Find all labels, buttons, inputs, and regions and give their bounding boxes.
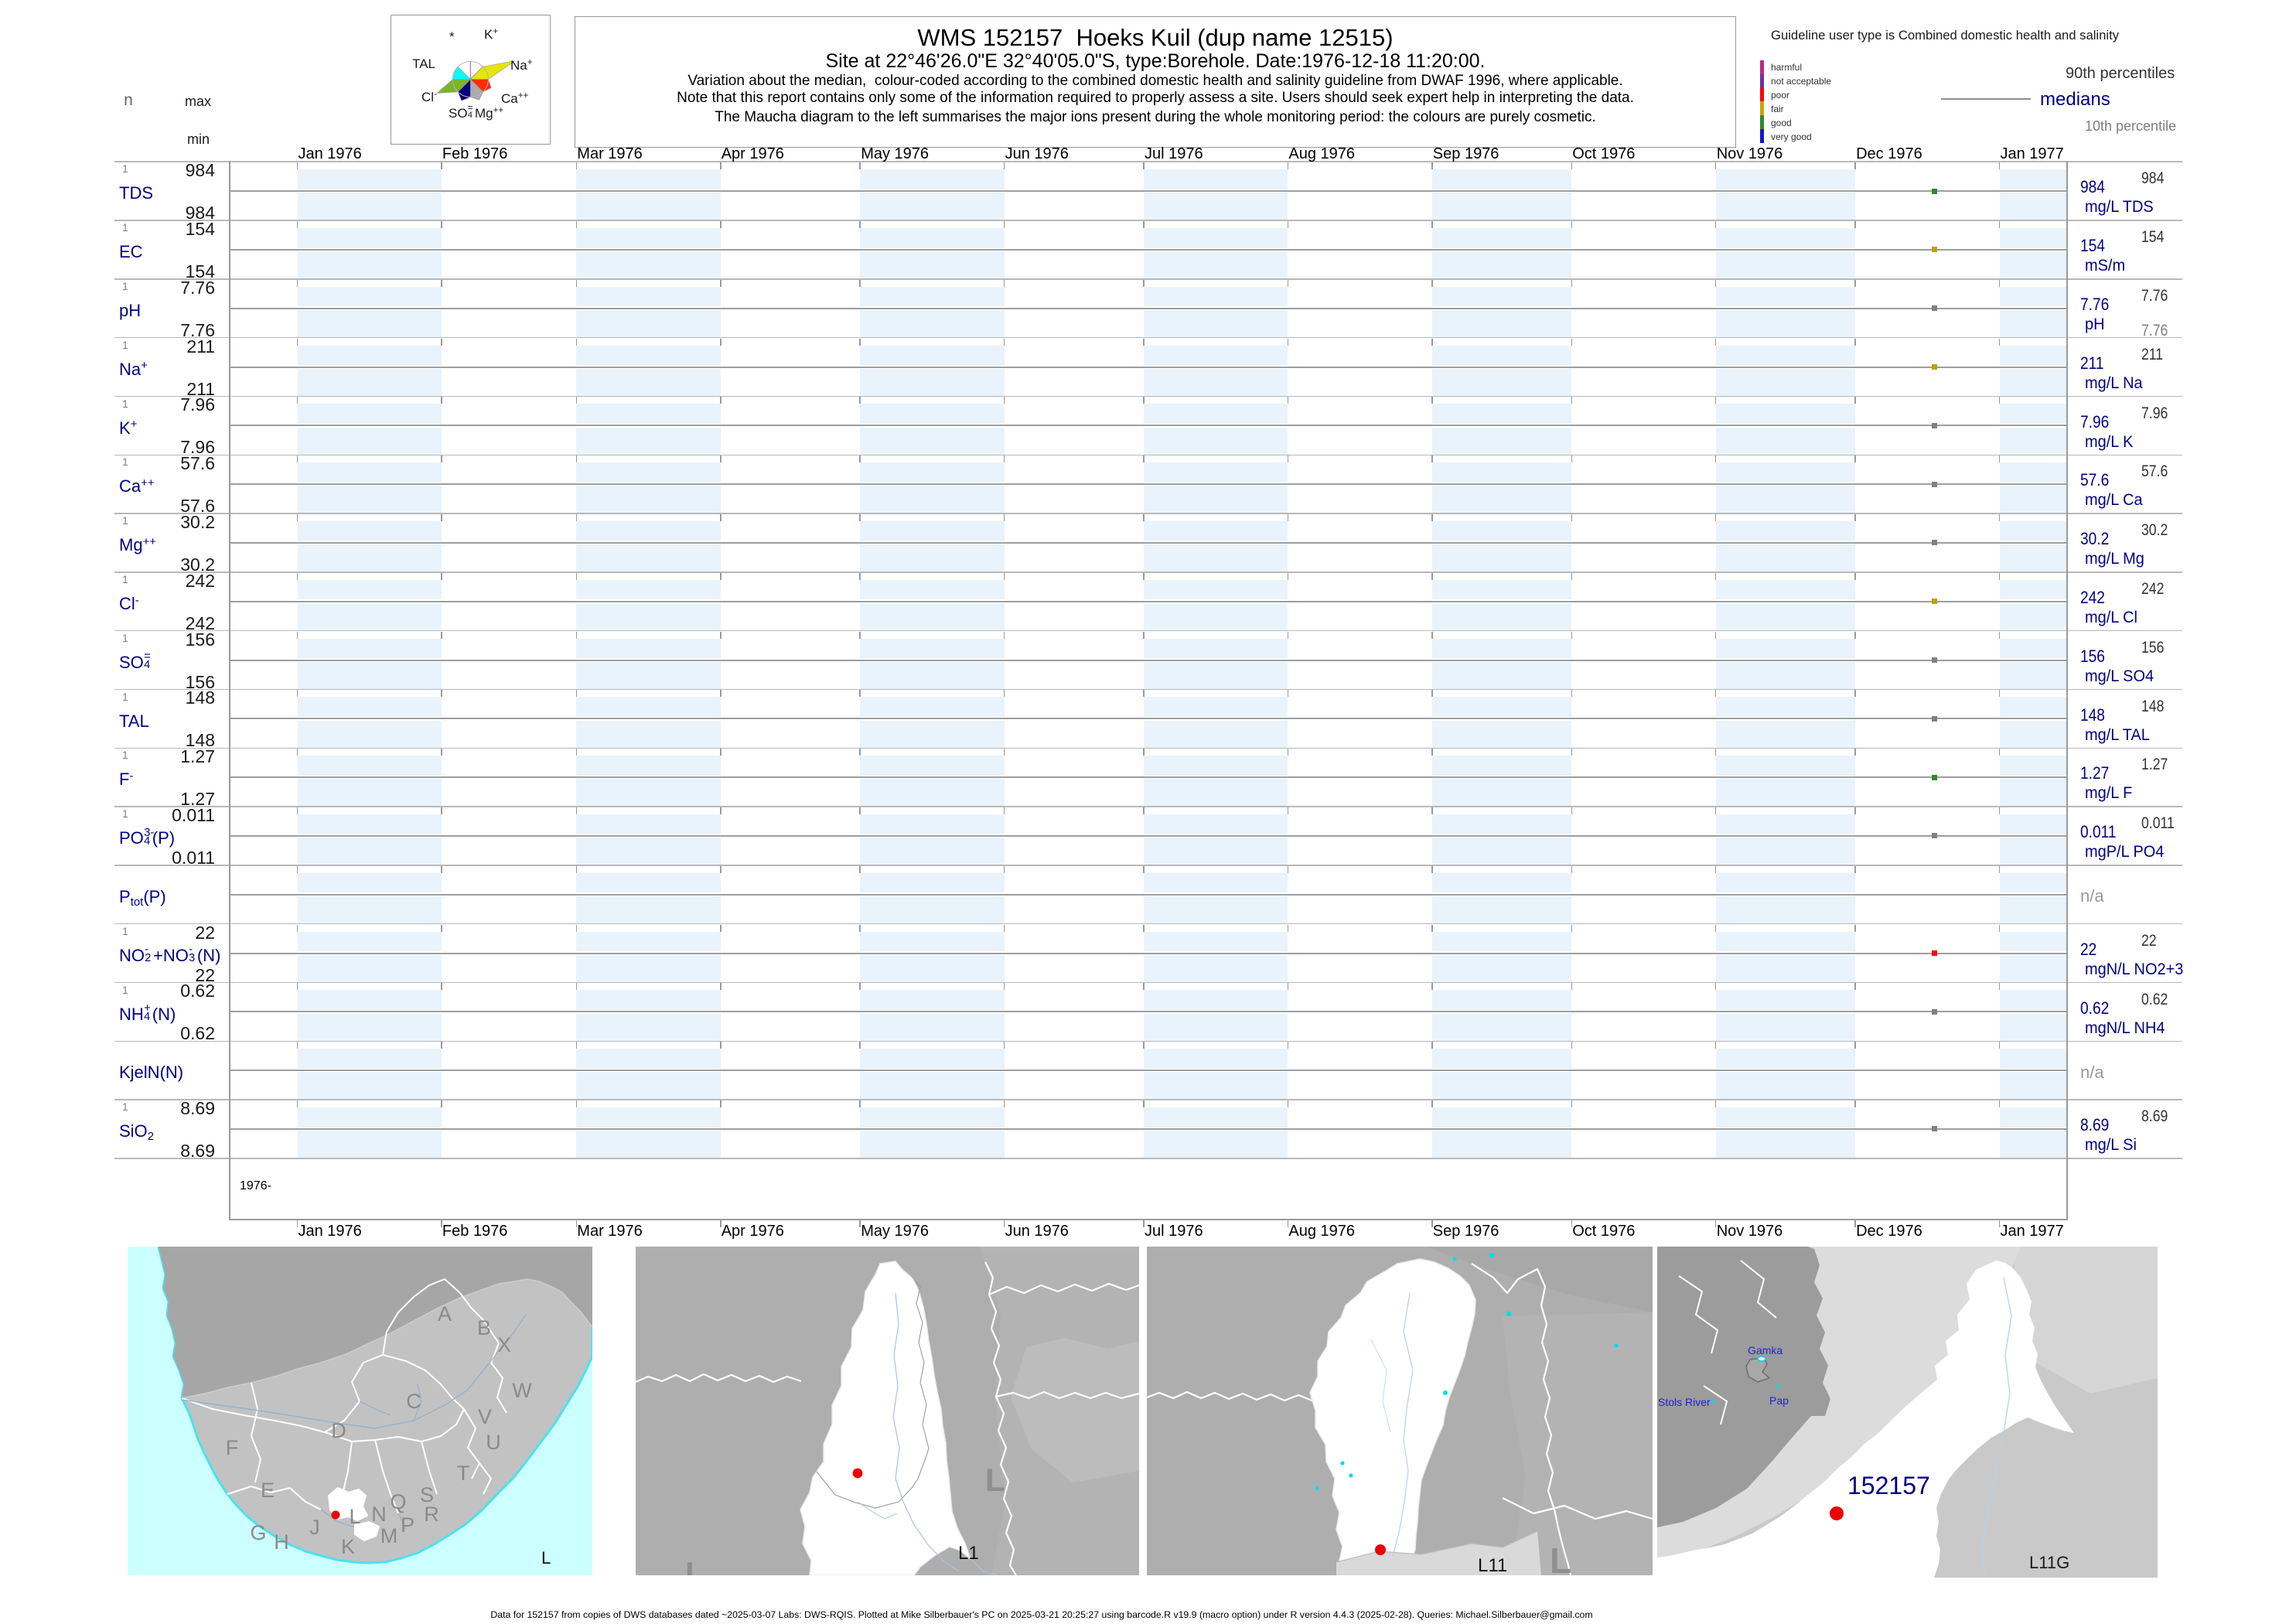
svg-text:A: A (438, 1302, 452, 1325)
svg-text:L1: L1 (958, 1543, 979, 1564)
svg-text:R: R (424, 1503, 439, 1526)
svg-text:Stols River: Stols River (1658, 1396, 1711, 1408)
svg-text:U: U (486, 1431, 501, 1454)
svg-text:P: P (401, 1513, 415, 1537)
svg-text:C: C (406, 1390, 421, 1413)
svg-text:K: K (341, 1535, 355, 1558)
svg-text:J: J (309, 1516, 320, 1539)
svg-text:L: L (349, 1505, 360, 1528)
svg-text:W: W (512, 1379, 532, 1402)
svg-text:Q: Q (390, 1490, 406, 1513)
svg-text:L: L (1550, 1540, 1571, 1575)
svg-text:T: T (457, 1462, 470, 1485)
svg-text:G: G (250, 1521, 266, 1544)
svg-text:L11: L11 (1478, 1555, 1507, 1575)
svg-text:S: S (420, 1483, 434, 1506)
svg-text:L11G: L11G (2029, 1553, 2069, 1572)
svg-text:X: X (497, 1333, 511, 1356)
svg-text:152157: 152157 (1847, 1472, 1930, 1499)
svg-text:L: L (541, 1548, 551, 1568)
svg-text:L: L (985, 1462, 1005, 1498)
svg-text:Gamka: Gamka (1748, 1344, 1783, 1356)
svg-text:M: M (380, 1524, 398, 1547)
svg-text:V: V (478, 1405, 492, 1428)
svg-text:L: L (685, 1555, 705, 1575)
svg-text:E: E (261, 1479, 275, 1502)
svg-text:H: H (274, 1530, 289, 1554)
svg-text:Pap: Pap (1769, 1394, 1789, 1407)
svg-text:B: B (477, 1316, 491, 1339)
svg-text:F: F (226, 1436, 239, 1459)
svg-text:N: N (371, 1503, 387, 1526)
svg-text:D: D (331, 1419, 346, 1442)
